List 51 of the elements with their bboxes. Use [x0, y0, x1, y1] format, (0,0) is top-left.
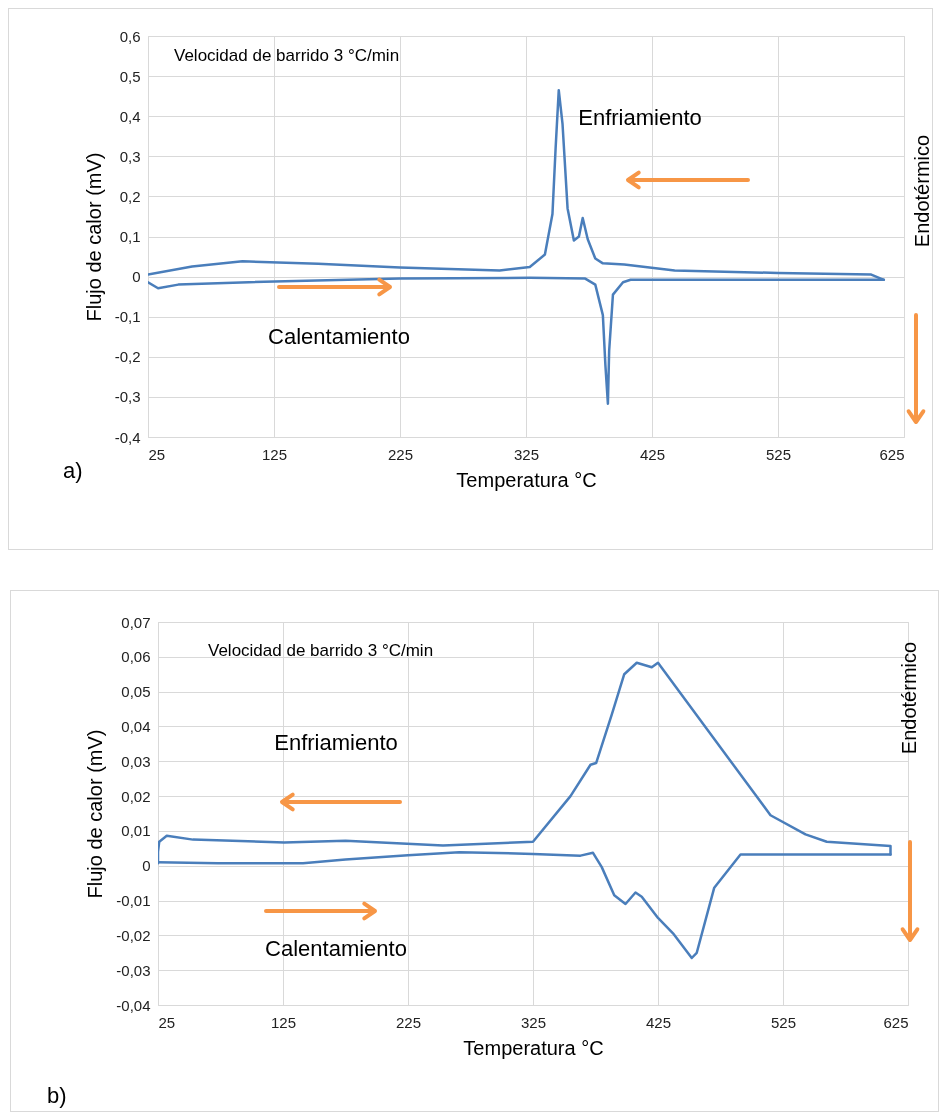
x-tick-label: 625 — [879, 445, 905, 463]
y-tick-label: 0,02 — [121, 787, 151, 805]
y-tick-label: 0,1 — [119, 228, 141, 245]
annotation: Velocidad de barrido 3 °C/min — [174, 46, 400, 65]
y-tick-label: 0,04 — [121, 717, 151, 735]
x-tick-label: 125 — [261, 445, 288, 463]
series-label: Enfriamiento — [578, 105, 702, 130]
x-tick-label: 325 — [513, 445, 540, 463]
annotation: Endotérmico — [898, 641, 920, 755]
y-tick-label: -0,4 — [114, 428, 141, 446]
y-tick-label: -0,2 — [114, 348, 141, 366]
text: b) — [47, 1083, 67, 1108]
y-tick-label: -0,1 — [114, 308, 141, 326]
y-tick-label: 0,06 — [121, 648, 151, 666]
y-tick-label: 0,3 — [119, 147, 141, 165]
x-tick-label: 25 — [158, 1013, 176, 1031]
annotation: Velocidad de barrido 3 °C/min — [208, 641, 434, 660]
y-tick-label: 0,4 — [119, 107, 141, 125]
x-tick-label: 525 — [770, 1013, 797, 1031]
y-tick-label: -0,03 — [116, 961, 151, 979]
y-tick-label: 0,6 — [119, 27, 141, 45]
y-tick-label: 0,07 — [121, 613, 151, 631]
y-tick-label: -0,01 — [116, 892, 151, 910]
x-tick-label: 25 — [148, 445, 166, 463]
x-tick-label: 125 — [270, 1013, 297, 1031]
x-tick-label: 225 — [387, 445, 414, 463]
x-tick-label: 425 — [645, 1013, 672, 1031]
text: Endotérmico — [911, 134, 933, 248]
y-tick-label: -0,04 — [116, 996, 151, 1014]
x-tick-label: 525 — [765, 445, 792, 463]
y-axis-title: Flujo de calor (mV) — [82, 152, 105, 322]
y-tick-label: -0,02 — [116, 926, 151, 944]
y-tick-label: 0,01 — [121, 822, 151, 840]
y-tick-label: 0,05 — [121, 683, 151, 701]
y-tick-label: 0 — [132, 268, 141, 286]
y-tick-label: 0,2 — [119, 187, 141, 205]
annotation: Enfriamiento — [274, 730, 398, 755]
x-tick-label: 325 — [520, 1013, 547, 1031]
y-tick-label: 0 — [142, 857, 151, 875]
annotation: Calentamiento — [265, 936, 407, 961]
y-tick-label: 0,5 — [119, 67, 141, 85]
series-label: Calentamiento — [268, 324, 410, 349]
y-tick-label: 0,03 — [121, 752, 151, 770]
x-tick-label: 625 — [883, 1013, 909, 1031]
y-axis-title: Flujo de calor (mV) — [84, 729, 107, 899]
x-tick-label: 425 — [639, 445, 666, 463]
y-tick-label: -0,3 — [114, 388, 141, 406]
x-tick-label: 225 — [395, 1013, 422, 1031]
x-axis-title: Temperatura °C — [456, 468, 597, 491]
x-axis-title: Temperatura °C — [463, 1036, 604, 1059]
text: a) — [63, 458, 83, 483]
